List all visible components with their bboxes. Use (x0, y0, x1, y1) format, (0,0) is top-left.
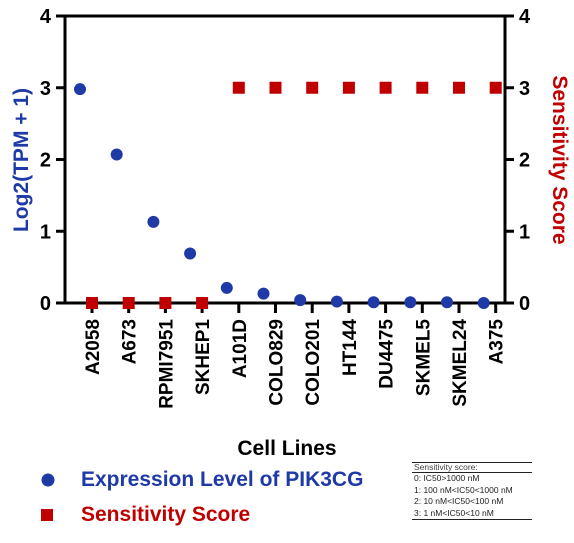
x-tick-label: A2058 (83, 319, 104, 375)
x-tick-label: A673 (120, 319, 141, 364)
y-tick-label-right: 2 (519, 150, 530, 172)
key-title-rule (412, 472, 532, 473)
y-axis-left-label: Log2(TPM + 1) (10, 88, 33, 232)
sensitivity-point (453, 81, 465, 94)
y-tick-label-left: 2 (40, 150, 51, 172)
expression-point (404, 296, 417, 309)
sensitivity-point (86, 297, 98, 309)
expression-point (294, 294, 307, 307)
y-axis-right-label: Sensitivity Score (548, 75, 571, 244)
sensitivity-point (342, 81, 355, 94)
key-line-0: 0: IC50>1000 nM (414, 473, 480, 483)
legend-sensitivity-label: Sensitivity Score (81, 503, 251, 526)
y-tick-label-right: 4 (519, 6, 531, 28)
expression-point (110, 148, 123, 161)
key-title: Sensitivity score: (414, 462, 478, 472)
x-tick-label: COLO829 (267, 319, 288, 406)
y-tick-label-left: 0 (40, 293, 51, 315)
legend-square-marker (41, 509, 53, 521)
key-line-3: 3: 1 nM<IC50<10 nM (414, 507, 494, 518)
legend-circle-marker (41, 473, 55, 487)
sensitivity-point (232, 81, 245, 94)
legend-expression-label: Expression Level of PIK3CG (81, 468, 364, 491)
sensitivity-point (416, 81, 429, 94)
y-tick-label-right: 0 (519, 293, 530, 315)
x-tick-label: SKMEL5 (413, 319, 434, 397)
expression-point (441, 296, 453, 309)
sensitivity-score-key: Sensitivity score: 0: IC50>1000 nM 1: 10… (412, 462, 532, 520)
sensitivity-point (122, 297, 135, 309)
expression-point (367, 296, 380, 309)
x-tick-label: A375 (487, 319, 508, 365)
key-bottom-rule (412, 519, 532, 520)
x-tick-label: A101D (230, 319, 251, 378)
y-tick-label-left: 1 (40, 221, 51, 243)
legend-item-sensitivity: Sensitivity Score (40, 503, 250, 527)
legend-item-expression: Expression Level of PIK3CG (40, 468, 363, 492)
key-top-rule (412, 462, 532, 463)
x-tick-label: DU4475 (377, 319, 398, 389)
data-points (74, 81, 502, 309)
x-tick-label: COLO201 (303, 319, 324, 406)
sensitivity-point (269, 81, 282, 94)
y-tick-label-right: 1 (519, 221, 530, 243)
expression-point (147, 215, 160, 228)
x-tick-label: SKHEP1 (193, 319, 214, 395)
expression-point (330, 295, 343, 308)
sensitivity-point (159, 297, 172, 309)
sensitivity-point (379, 81, 392, 94)
sensitivity-point (489, 81, 502, 94)
expression-point (257, 287, 270, 300)
key-line-2: 2: 10 nM<IC50<100 nM (414, 496, 504, 506)
sensitivity-point (196, 297, 209, 309)
expression-point (74, 83, 86, 96)
x-tick-label: RPMI7951 (156, 319, 177, 409)
x-axis-label: Cell Lines (237, 437, 336, 460)
dual-axis-scatter-chart: 0 1 2 3 4 0 1 2 3 4 A2058 A673 RPMI7951 SKHEP1 A101D C… (10, 6, 571, 460)
expression-point (477, 297, 490, 309)
expression-point (184, 247, 197, 260)
x-tick-labels: A2058 A673 RPMI7951 SKHEP1 A101D COLO829 COLO2… (83, 303, 508, 409)
sensitivity-point (306, 81, 319, 94)
x-tick-label: HT144 (340, 319, 361, 376)
y-tick-label-right: 3 (519, 78, 530, 100)
axes: 0 1 2 3 4 0 1 2 3 4 (40, 6, 531, 315)
y-tick-label-left: 3 (40, 78, 51, 100)
key-line-1: 1: 100 nM<IC50<1000 nM (414, 484, 513, 495)
expression-point (220, 281, 233, 294)
y-tick-label-left: 4 (40, 6, 52, 28)
x-tick-label: SKMEL24 (450, 319, 471, 407)
